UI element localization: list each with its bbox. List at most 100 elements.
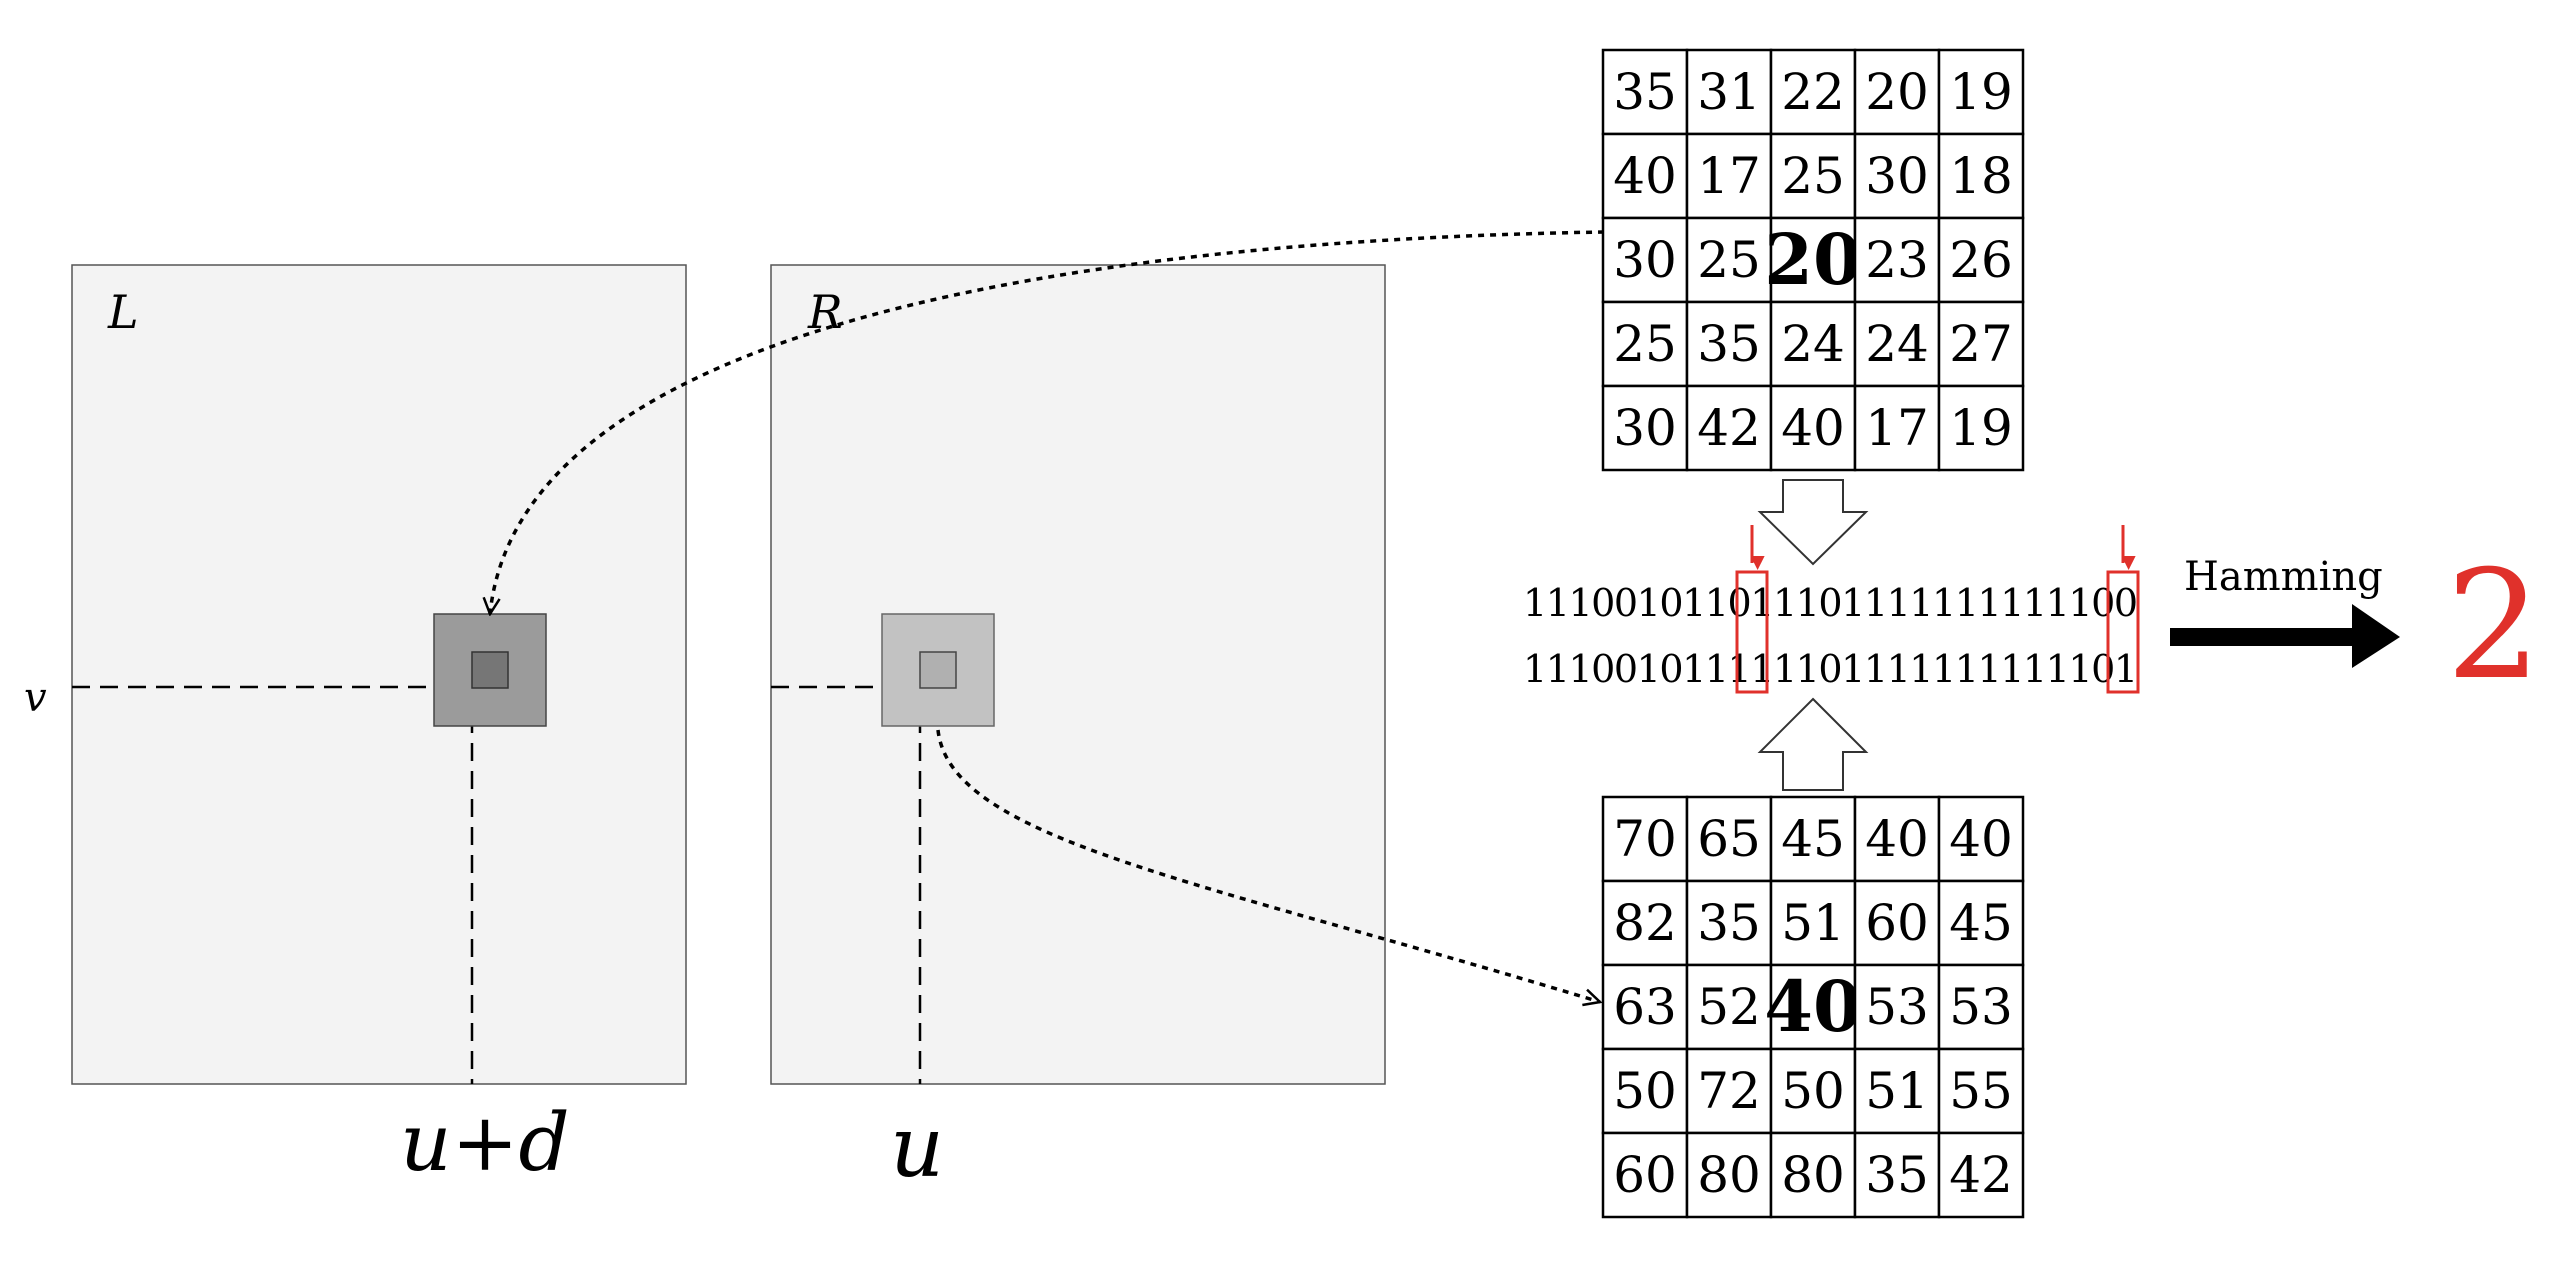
top-matrix-cell: 31 [1685,48,1773,136]
top-bit-string: 111001011011101111111111100 [1523,581,2138,625]
bottom-bit-string: 111001011111101111111111101 [1523,647,2138,691]
top-matrix-cell: 17 [1685,132,1773,220]
bottom-up-block-arrow [1757,697,1869,791]
bottom-matrix-cell-value: 45 [1949,894,2013,952]
bottom-matrix-cell: 35 [1685,879,1773,967]
top-matrix-cell: 23 [1853,216,1941,304]
bottom-matrix-cell-value: 70 [1613,810,1677,868]
top-matrix-cell: 42 [1685,384,1773,472]
top-matrix-cell: 27 [1937,300,2025,388]
top-matrix-cell-value: 40 [1613,147,1677,205]
bottom-matrix-cell-value: 55 [1949,1062,2013,1120]
top-matrix-cell: 24 [1769,300,1857,388]
bottom-matrix-cell: 60 [1853,879,1941,967]
differing-bit-box-2 [2106,570,2140,694]
top-matrix-cell-value: 23 [1865,231,1929,289]
top-matrix-cell-value: 24 [1781,315,1845,373]
bottom-matrix-cell-border [1685,795,1773,883]
top-matrix-cell-value: 25 [1613,315,1677,373]
top-matrix-cell-border [1937,132,2025,220]
top-matrix-cell-border [1601,300,1689,388]
top-matrix-cell-value: 19 [1949,399,2013,457]
top-matrix-center-value: 20 [1764,218,1861,301]
top-matrix-cell: 25 [1601,300,1689,388]
bottom-matrix-cell-value: 65 [1697,810,1761,868]
top-matrix-cell-value: 30 [1865,147,1929,205]
top-matrix-cell-value: 42 [1697,399,1761,457]
top-matrix-cell: 30 [1853,132,1941,220]
top-matrix-cell-border [1601,48,1689,136]
top-matrix-cell-value: 17 [1865,399,1929,457]
top-matrix-cell: 35 [1685,300,1773,388]
bottom-matrix-cell-value: 82 [1613,894,1677,952]
hamming-arrow [2170,604,2400,668]
top-matrix-cell: 35 [1601,48,1689,136]
bottom-matrix-cell: 65 [1685,795,1773,883]
top-matrix-cell-value: 30 [1613,399,1677,457]
bottom-matrix-cell-value: 60 [1865,894,1929,952]
left-image-frame [71,264,687,1085]
bottom-matrix-center-cell: 40 [1764,963,1862,1051]
top-matrix-cell-value: 25 [1781,147,1845,205]
bottom-matrix-cell: 82 [1601,879,1689,967]
top-matrix-cell-value: 35 [1613,63,1677,121]
bottom-matrix-cell-value: 40 [1949,810,2013,868]
bottom-matrix-cell: 50 [1601,1047,1689,1135]
top-matrix-cell-value: 19 [1949,63,2013,121]
top-matrix-cell-value: 25 [1697,231,1761,289]
bottom-matrix-cell-border [1769,879,1857,967]
top-matrix-cell-border [1853,132,1941,220]
top-matrix-cell: 22 [1769,48,1857,136]
top-matrix-cell-border [1937,384,2025,472]
top-matrix-cell: 18 [1937,132,2025,220]
top-matrix-cell-border [1685,384,1773,472]
bottom-matrix-cell: 45 [1937,879,2025,967]
top-matrix-cell: 40 [1769,384,1857,472]
bottom-matrix-cell-value: 42 [1949,1146,2013,1204]
bottom-matrix-cell-value: 63 [1613,978,1677,1036]
bottom-matrix-cell-border [1937,1131,2025,1219]
bottom-matrix-cell-value: 35 [1865,1146,1929,1204]
bottom-matrix-cell: 40 [1853,795,1941,883]
top-matrix-cell: 24 [1853,300,1941,388]
top-down-block-arrow [1757,479,1869,566]
bottom-matrix-cell-border [1769,1131,1857,1219]
top-matrix-cell-value: 24 [1865,315,1929,373]
top-matrix-cell-value: 17 [1697,147,1761,205]
bottom-matrix-cell-value: 50 [1781,1062,1845,1120]
bottom-matrix-cell: 53 [1853,963,1941,1051]
bottom-matrix-cell-border [1937,963,2025,1051]
top-matrix-cell: 17 [1853,384,1941,472]
left-image-panel: L v u+d [24,264,687,1189]
differing-bit-box-1 [1735,570,1769,694]
bottom-matrix-cell-border [1685,1047,1773,1135]
differing-bit-highlights [1735,525,2140,694]
top-matrix-cell: 40 [1601,132,1689,220]
bottom-matrix-cell-border [1685,879,1773,967]
left-window-to-top-matrix-connector [490,230,1605,614]
top-matrix-cell-value: 30 [1613,231,1677,289]
u-plus-d-label: u+d [400,1096,570,1189]
hamming-label: Hamming [2184,554,2383,600]
bottom-matrix-cell-border [1601,795,1689,883]
top-matrix-cell: 25 [1685,216,1773,304]
bottom-matrix-cell-value: 50 [1613,1062,1677,1120]
top-matrix-cell-border [1685,132,1773,220]
top-matrix-cell-border [1685,300,1773,388]
top-matrix-cell-value: 22 [1781,63,1845,121]
hamming-distance-value: 2 [2446,539,2541,713]
top-matrix-cell: 30 [1601,216,1689,304]
bottom-matrix-cell: 52 [1685,963,1773,1051]
top-matrix-cell-value: 18 [1949,147,2013,205]
top-matrix-cell-border [1601,384,1689,472]
top-matrix-cell-value: 20 [1865,63,1929,121]
bottom-matrix-cell-value: 45 [1781,810,1845,868]
bottom-matrix-cell: 42 [1937,1131,2025,1219]
bottom-matrix-cell-border [1937,1047,2025,1135]
bottom-matrix-cell-border [1769,963,1857,1051]
bottom-matrix-cell-border [1937,879,2025,967]
bottom-matrix-cell: 35 [1853,1131,1941,1219]
bottom-matrix-center-value: 40 [1764,965,1861,1048]
